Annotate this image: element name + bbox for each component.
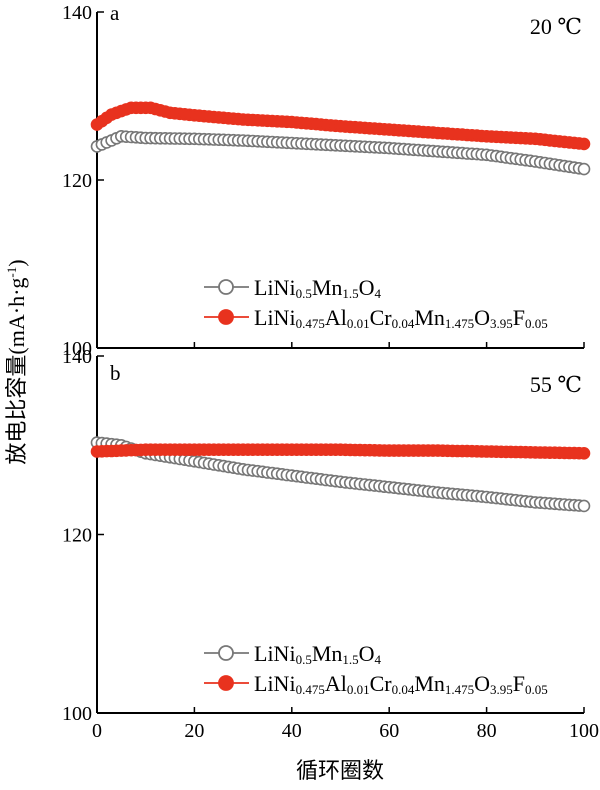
- panel-letter: b: [110, 361, 121, 385]
- x-tick-label: 40: [282, 720, 302, 742]
- data-point: [577, 162, 591, 176]
- legend-text-part: Mn: [312, 641, 343, 666]
- legend-marker: [218, 645, 234, 661]
- data-point: [577, 499, 591, 513]
- legend-text-part: O: [474, 305, 490, 330]
- x-tick-label: 60: [379, 720, 399, 742]
- legend-text-part: LiNi: [254, 305, 296, 330]
- data-point: [577, 446, 591, 460]
- legend-text-part: F: [513, 671, 525, 696]
- legend-subscript: 4: [375, 652, 382, 667]
- legend-subscript: 0.5: [296, 286, 312, 301]
- y-tick-label: 140: [62, 346, 92, 368]
- legend-text-part: Al: [325, 671, 347, 696]
- y-axis-label-unit: (mA·h·g: [4, 278, 29, 355]
- series-undoped: [90, 130, 591, 176]
- legend-text-part: Al: [325, 305, 347, 330]
- legend-subscript: 1.5: [342, 652, 358, 667]
- legend-label: LiNi0.5Mn1.5O4: [254, 275, 382, 301]
- legend-label: LiNi0.475Al0.01Cr0.04Mn1.475O3.95F0.05: [254, 671, 548, 697]
- x-tick-label: 20: [184, 720, 204, 742]
- series-doped: [90, 443, 591, 460]
- panel-letter: a: [110, 1, 120, 25]
- legend-subscript: 0.475: [296, 682, 325, 697]
- legend-subscript: 0.5: [296, 652, 312, 667]
- legend-text-part: LiNi: [254, 275, 296, 300]
- legend-text-part: Mn: [414, 305, 445, 330]
- legend: LiNi0.5Mn1.5O4LiNi0.475Al0.01Cr0.04Mn1.4…: [204, 641, 548, 697]
- legend-subscript: 0.04: [392, 316, 415, 331]
- legend-subscript: 4: [375, 286, 382, 301]
- legend-subscript: 3.95: [490, 682, 513, 697]
- series-doped: [90, 101, 591, 151]
- x-axis-label: 循环圈数: [296, 758, 384, 783]
- legend-subscript: 0.05: [525, 316, 548, 331]
- legend-subscript: 0.01: [347, 682, 370, 697]
- y-axis-label-unit-close: ): [4, 259, 29, 266]
- x-tick-label: 80: [477, 720, 497, 742]
- legend-text-part: LiNi: [254, 641, 296, 666]
- temperature-label: 55 ℃: [530, 372, 582, 397]
- legend-label: LiNi0.5Mn1.5O4: [254, 641, 382, 667]
- legend-marker: [218, 675, 234, 691]
- legend-subscript: 0.05: [525, 682, 548, 697]
- y-tick-label: 120: [62, 170, 92, 192]
- legend-subscript: 0.04: [392, 682, 415, 697]
- y-axis-label: 放电比容量(mA·h·g-1): [4, 259, 29, 464]
- legend-text-part: Cr: [370, 671, 393, 696]
- x-tick-label: 0: [92, 720, 102, 742]
- legend-marker: [218, 279, 234, 295]
- y-tick-label: 100: [62, 338, 92, 360]
- legend-text-part: Mn: [414, 671, 445, 696]
- y-tick-label: 100: [62, 703, 92, 725]
- y-axis-label-unit-exponent: -1: [4, 267, 19, 278]
- y-tick-label: 120: [62, 525, 92, 547]
- y-axis-label-quantity: 放电比容量: [4, 355, 29, 465]
- legend-text-part: Cr: [370, 305, 393, 330]
- legend-text-part: LiNi: [254, 671, 296, 696]
- legend-label: LiNi0.475Al0.01Cr0.04Mn1.475O3.95F0.05: [254, 305, 548, 331]
- data-point: [577, 137, 591, 151]
- legend-marker: [218, 309, 234, 325]
- x-tick-label: 100: [569, 720, 599, 742]
- legend-subscript: 1.475: [445, 316, 474, 331]
- legend-subscript: 0.475: [296, 316, 325, 331]
- legend: LiNi0.5Mn1.5O4LiNi0.475Al0.01Cr0.04Mn1.4…: [204, 275, 548, 331]
- legend-subscript: 1.475: [445, 682, 474, 697]
- legend-subscript: 0.01: [347, 316, 370, 331]
- legend-text-part: O: [359, 275, 375, 300]
- y-tick-label: 140: [62, 2, 92, 24]
- legend-subscript: 3.95: [490, 316, 513, 331]
- legend-text-part: Mn: [312, 275, 343, 300]
- legend-subscript: 1.5: [342, 286, 358, 301]
- temperature-label: 20 ℃: [530, 14, 582, 39]
- legend-text-part: O: [474, 671, 490, 696]
- legend-text-part: F: [513, 305, 525, 330]
- legend-text-part: O: [359, 641, 375, 666]
